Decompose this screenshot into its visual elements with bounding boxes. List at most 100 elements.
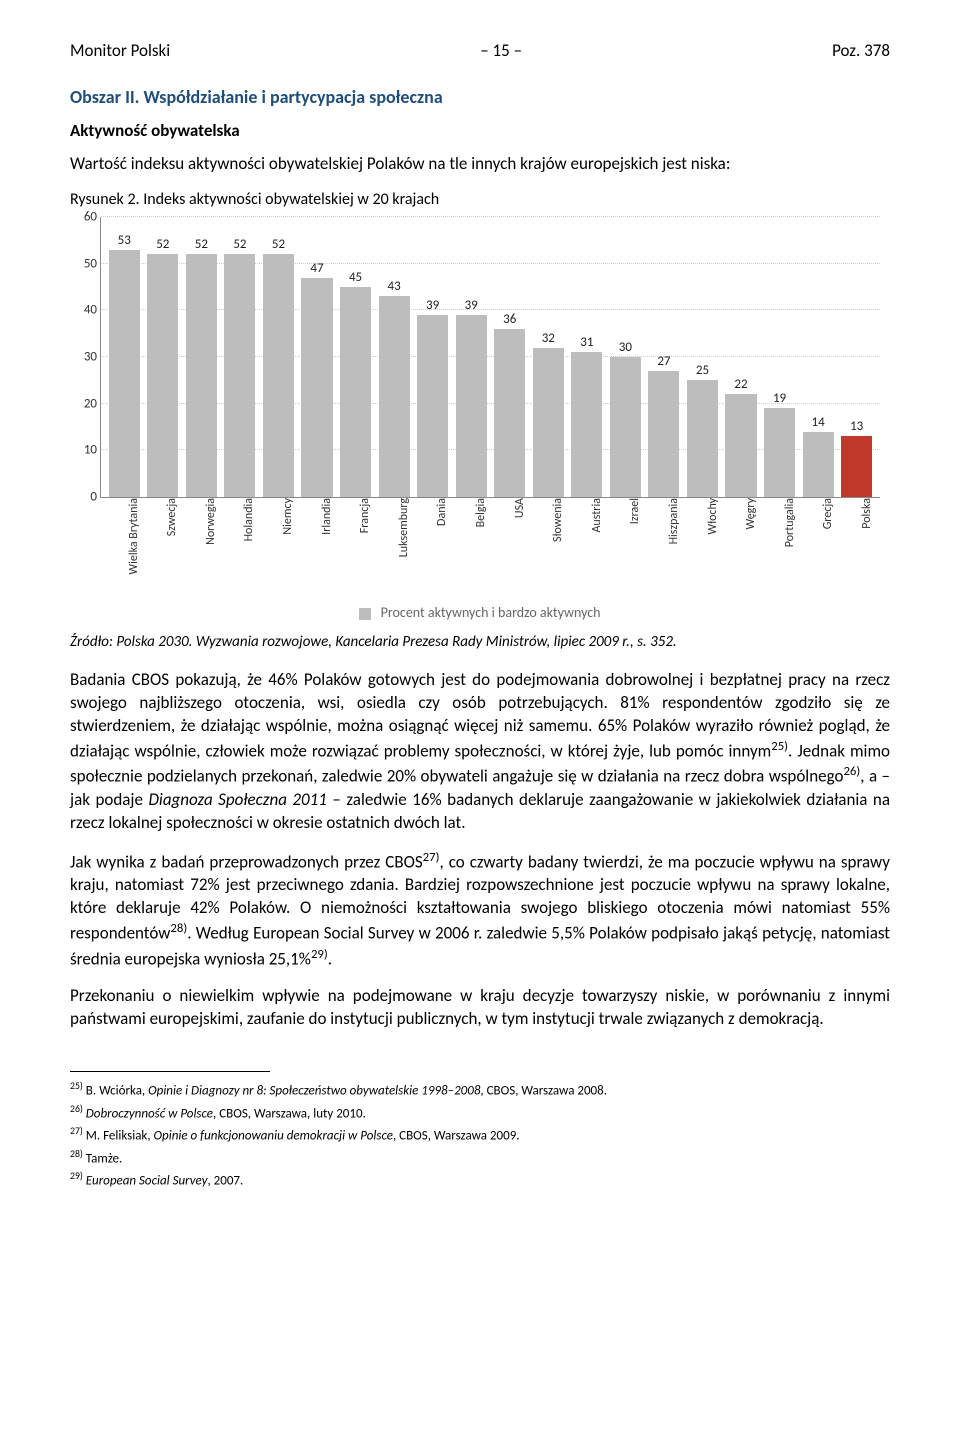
y-tick: 40	[73, 303, 97, 318]
bar-hiszpania: 27	[647, 354, 682, 497]
x-label: Polska	[839, 498, 874, 598]
footnote: 29) European Social Survey, 2007.	[70, 1170, 890, 1191]
bar-value: 39	[426, 298, 439, 313]
bar-value: 31	[580, 335, 593, 350]
bar-value: 25	[696, 363, 709, 378]
bar-słowenia: 32	[531, 331, 566, 497]
bar-rect	[533, 348, 564, 497]
bar-rect	[263, 254, 294, 497]
y-tick: 50	[73, 256, 97, 271]
bar-value: 19	[773, 391, 786, 406]
x-label: Wielka Brytania	[106, 498, 141, 598]
bar-szwecja: 52	[146, 237, 181, 497]
x-label: Słowenia	[531, 498, 566, 598]
y-tick: 60	[73, 209, 97, 224]
bar-value: 52	[233, 237, 246, 252]
body-paragraph-2: Jak wynika z badań przeprowadzonych prze…	[70, 849, 890, 972]
bar-rect	[764, 408, 795, 497]
bar-niemcy: 52	[261, 237, 296, 497]
bar-rect	[340, 287, 371, 497]
bar-value: 52	[156, 237, 169, 252]
body-paragraph-3: Przekonaniu o niewielkim wpływie na pode…	[70, 985, 890, 1031]
footnote: 25) B. Wciórka, Opinie i Diagnozy nr 8: …	[70, 1080, 890, 1101]
bar-rect	[224, 254, 255, 497]
bar-austria: 31	[570, 335, 605, 497]
x-label: Grecja	[801, 498, 836, 598]
bar-rect	[494, 329, 525, 497]
bar-value: 36	[503, 312, 516, 327]
bar-value: 22	[734, 377, 747, 392]
bar-rect	[186, 254, 217, 497]
bar-value: 32	[542, 331, 555, 346]
y-tick: 0	[73, 489, 97, 504]
bar-belgia: 39	[454, 298, 489, 497]
bar-value: 53	[118, 233, 131, 248]
bar-rect	[301, 278, 332, 497]
bar-value: 14	[812, 415, 825, 430]
bar-value: 43	[388, 279, 401, 294]
bar-polska: 13	[839, 419, 874, 497]
intro-paragraph: Wartość indeksu aktywności obywatelskiej…	[70, 153, 890, 176]
activity-index-chart: 0102030405060535252525247454339393632313…	[70, 217, 890, 621]
bar-francja: 45	[338, 270, 373, 497]
footnote: 27) M. Feliksiak, Opinie o funkcjonowani…	[70, 1125, 890, 1146]
footnotes: 25) B. Wciórka, Opinie i Diagnozy nr 8: …	[70, 1080, 890, 1191]
header-right: Poz. 378	[832, 40, 890, 61]
chart-legend: Procent aktywnych i bardzo aktywnych	[70, 604, 890, 621]
bar-value: 52	[272, 237, 285, 252]
y-tick: 20	[73, 396, 97, 411]
bar-węgry: 22	[724, 377, 759, 497]
x-label: Francja	[338, 498, 373, 598]
bar-rect	[648, 371, 679, 497]
x-label: Włochy	[685, 498, 720, 598]
bar-rect	[109, 250, 140, 497]
x-label: Portugalia	[762, 498, 797, 598]
legend-text: Procent aktywnych i bardzo aktywnych	[381, 604, 601, 621]
x-label: Dania	[415, 498, 450, 598]
bar-rect	[379, 296, 410, 497]
x-label: Belgia	[453, 498, 488, 598]
footnote-separator	[70, 1071, 270, 1072]
bar-value: 39	[465, 298, 478, 313]
chart-source: Źródło: Polska 2030. Wyzwania rozwojowe,…	[70, 633, 890, 651]
bar-rect	[417, 315, 448, 497]
x-label: Węgry	[724, 498, 759, 598]
y-tick: 10	[73, 443, 97, 458]
bar-wielka-brytania: 53	[107, 233, 142, 497]
y-tick: 30	[73, 349, 97, 364]
bar-luksemburg: 43	[377, 279, 412, 497]
footnote: 26) Dobroczynność w Polsce, CBOS, Warsza…	[70, 1103, 890, 1124]
header-left: Monitor Polski	[70, 40, 170, 61]
header-center: – 15 –	[480, 40, 522, 61]
bar-dania: 39	[415, 298, 450, 497]
bar-grecja: 14	[801, 415, 836, 497]
page-header: Monitor Polski – 15 – Poz. 378	[70, 40, 890, 61]
bar-rect	[841, 436, 872, 497]
x-label: Izrael	[608, 498, 643, 598]
bar-norwegia: 52	[184, 237, 219, 497]
x-label: USA	[492, 498, 527, 598]
bar-rect	[571, 352, 602, 497]
body-paragraph-1: Badania CBOS pokazują, że 46% Polaków go…	[70, 669, 890, 835]
bar-value: 47	[310, 261, 323, 276]
bar-irlandia: 47	[300, 261, 335, 497]
subsection-title: Aktywność obywatelska	[70, 120, 890, 141]
bar-rect	[803, 432, 834, 497]
x-label: Holandia	[222, 498, 257, 598]
bar-rect	[687, 380, 718, 497]
bar-value: 30	[619, 340, 632, 355]
x-label: Norwegia	[183, 498, 218, 598]
x-label: Austria	[569, 498, 604, 598]
bar-value: 27	[657, 354, 670, 369]
legend-swatch	[359, 608, 371, 620]
bar-value: 52	[195, 237, 208, 252]
bar-holandia: 52	[223, 237, 258, 497]
bar-usa: 36	[492, 312, 527, 497]
x-label: Hiszpania	[646, 498, 681, 598]
bar-value: 13	[850, 419, 863, 434]
footnote: 28) Tamże.	[70, 1148, 890, 1169]
section-title: Obszar II. Współdziałanie i partycypacja…	[70, 86, 890, 108]
figure-caption: Rysunek 2. Indeks aktywności obywatelski…	[70, 190, 890, 209]
bar-włochy: 25	[685, 363, 720, 497]
x-label: Irlandia	[299, 498, 334, 598]
